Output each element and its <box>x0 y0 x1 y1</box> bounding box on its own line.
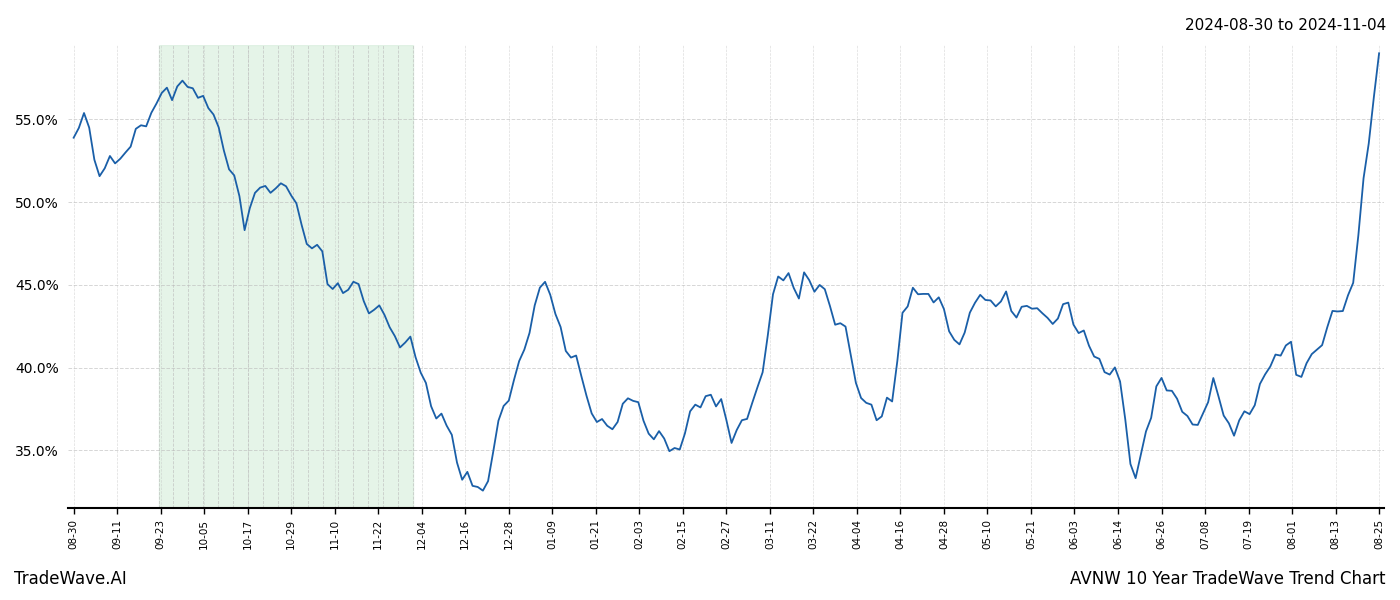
Text: TradeWave.AI: TradeWave.AI <box>14 570 127 588</box>
Text: 2024-08-30 to 2024-11-04: 2024-08-30 to 2024-11-04 <box>1184 18 1386 33</box>
Bar <box>158 45 413 508</box>
Text: AVNW 10 Year TradeWave Trend Chart: AVNW 10 Year TradeWave Trend Chart <box>1071 570 1386 588</box>
